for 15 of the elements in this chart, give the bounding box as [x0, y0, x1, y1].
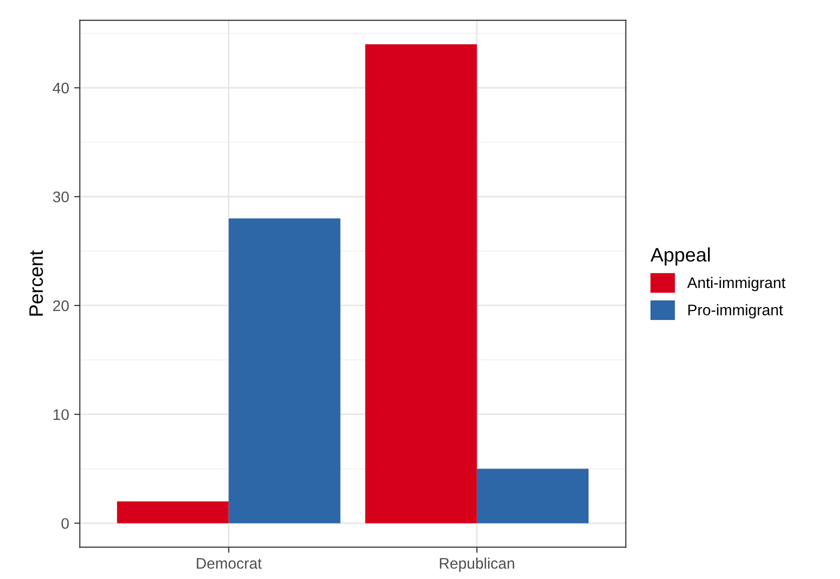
legend-label: Pro-immigrant — [688, 304, 783, 318]
legend-label: Anti-immigrant — [687, 276, 786, 292]
y-tick-label: 40 — [52, 82, 69, 94]
y-axis-title: Percent — [29, 250, 43, 316]
y-tick-label: 30 — [52, 191, 69, 202]
x-tick-label: Republican — [440, 558, 514, 572]
bar — [476, 468, 589, 524]
y-tick-label: 10 — [54, 409, 69, 420]
bar — [117, 501, 229, 524]
y-tick-label: 0 — [61, 518, 69, 529]
bar — [228, 218, 340, 524]
legend-title: Appeal — [650, 247, 710, 266]
y-tick-label: 20 — [53, 300, 69, 312]
x-tick-label: Democrat — [196, 558, 262, 569]
bar — [365, 44, 477, 524]
